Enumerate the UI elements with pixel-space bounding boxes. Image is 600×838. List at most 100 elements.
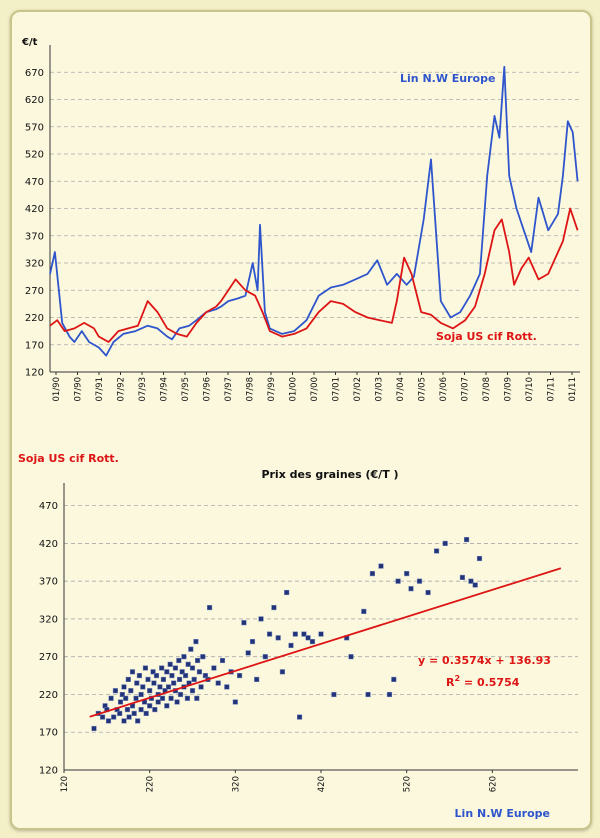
scatter-point (262, 654, 268, 660)
y-axis-title: Soja US cif Rott. (18, 452, 119, 465)
scatter-point (191, 676, 197, 682)
y-tick-label: 470 (25, 177, 44, 188)
scatter-point (174, 699, 180, 705)
scatter-point (119, 691, 125, 698)
scatter-point (434, 548, 440, 554)
scatter-point (150, 669, 156, 675)
y-tick-label: 270 (25, 286, 44, 297)
scatter-point (184, 695, 190, 701)
scatter-point (133, 695, 139, 701)
scatter-point (145, 676, 151, 682)
x-tick-label: 07/98 (246, 377, 256, 402)
scatter-point (267, 631, 273, 637)
r-squared-label: R2 = 0.5754 (446, 674, 520, 689)
scatter-point (179, 669, 185, 675)
x-tick-label: 07/90 (74, 377, 84, 402)
x-tick-label: 320 (231, 776, 241, 792)
scatter-chart: 120 170 220 270 320 370 420 470 120 220 320 420 520 6… (18, 452, 578, 820)
scatter-point (284, 589, 290, 596)
scatter-point (112, 688, 118, 694)
scatter-point (143, 710, 149, 716)
scatter-point (135, 718, 141, 724)
x-tick-label: 07/07 (461, 377, 471, 402)
scatter-point (245, 650, 251, 656)
scatter-point (189, 665, 196, 671)
x-tick-label: 07/97 (224, 377, 234, 402)
scatter-point (211, 665, 217, 671)
scatter-point (275, 635, 281, 641)
y-tick-label: 120 (39, 766, 58, 777)
scatter-point (111, 714, 117, 720)
scatter-point (249, 639, 256, 645)
chart-panel (10, 10, 592, 830)
scatter-point (297, 714, 303, 720)
y-tick-label: 470 (39, 501, 58, 512)
y-tick-label: 220 (25, 313, 44, 324)
series-line-1 (49, 207, 579, 343)
series-label-1: Soja US cif Rott. (436, 330, 537, 343)
scatter-point (117, 710, 123, 716)
scatter-point (318, 631, 324, 637)
x-tick-label: 07/99 (267, 377, 277, 402)
scatter-point (91, 725, 97, 732)
scatter-point (305, 635, 311, 641)
scatter-point (183, 673, 189, 679)
scatter-point (194, 695, 200, 701)
x-tick-label: 620 (488, 776, 498, 792)
scatter-point (160, 676, 166, 682)
scatter-point (128, 688, 134, 694)
scatter-point (348, 654, 354, 660)
scatter-point (176, 657, 182, 664)
x-tick-label: 07/91 (95, 377, 105, 402)
scatter-point (195, 657, 201, 664)
scatter-point (167, 661, 173, 667)
scatter-point (159, 665, 165, 671)
scatter-point (188, 646, 194, 652)
y-tick-label: 320 (39, 614, 58, 625)
scatter-point (207, 605, 213, 611)
x-tick-label: 07/06 (439, 377, 449, 402)
scatter-point (196, 669, 202, 675)
y-tick-label: 120 (25, 368, 44, 379)
scatter-point (108, 695, 114, 701)
scatter-point (241, 620, 247, 626)
scatter-point (153, 673, 160, 679)
x-tick-label: 07/94 (160, 377, 170, 402)
scatter-point (369, 571, 375, 577)
scatter-point (200, 654, 206, 660)
x-tick-label: 07/02 (353, 377, 363, 402)
scatter-point (165, 684, 172, 690)
scatter-point (152, 707, 158, 713)
scatter-point (224, 684, 230, 690)
x-tick-label: 07/09 (504, 377, 514, 402)
scatter-point (100, 714, 106, 720)
scatter-point (117, 699, 124, 705)
y-tick-label: 170 (39, 728, 58, 739)
x-tick-label: 220 (146, 776, 156, 792)
trendline (89, 567, 562, 718)
y-axis-unit: €/t (21, 37, 38, 48)
x-tick-label: 07/95 (181, 377, 191, 402)
scatter-point (365, 691, 371, 698)
y-tick-label: 570 (25, 122, 44, 133)
scatter-point (198, 684, 204, 690)
x-tick-label: 07/92 (117, 377, 127, 402)
scatter-point (138, 707, 144, 713)
scatter-point (157, 684, 163, 690)
scatter-point (134, 680, 140, 686)
scatter-point (416, 578, 423, 584)
y-tick-label: 370 (39, 577, 58, 588)
scatter-point (301, 631, 307, 637)
scatter-point (459, 574, 465, 580)
line-chart: 120 170 220 270 320 370 420 470 520 570 620 670 €/t 0… (21, 37, 580, 402)
scatter-point (395, 578, 401, 584)
scatter-point (181, 654, 187, 660)
x-tick-label: 01/90 (52, 377, 62, 402)
scatter-point (138, 691, 144, 698)
series-line-0 (49, 65, 579, 357)
x-tick-label: 420 (317, 776, 327, 792)
y-tick-label: 320 (25, 259, 44, 270)
scatter-point (129, 669, 136, 675)
scatter-point (159, 695, 166, 701)
